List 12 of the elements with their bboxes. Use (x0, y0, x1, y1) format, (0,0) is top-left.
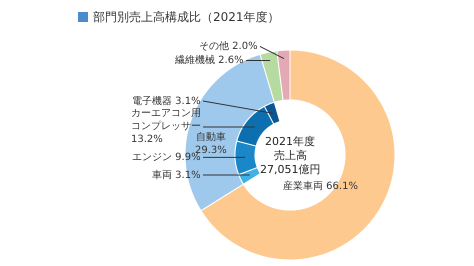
chart-title: 部門別売上高構成比（2021年度） (93, 10, 280, 24)
text: 売上高 (274, 149, 307, 162)
text: 27,051億円 (260, 163, 320, 176)
slice-label: 自動車 (196, 131, 226, 143)
slice-label: 電子機器 3.1% (132, 95, 201, 107)
slice-label: 産業車両 66.1% (283, 180, 358, 192)
text: 2021年度 (265, 135, 315, 148)
slice-label: カーエアコン用コンプレッサー (131, 108, 201, 132)
slice-label: その他 2.0% (199, 40, 258, 52)
slice-label: 繊維機械 2.6% (174, 54, 244, 66)
slice-label: 車両 3.1% (152, 169, 201, 181)
data-label: 13.2% (131, 134, 163, 145)
